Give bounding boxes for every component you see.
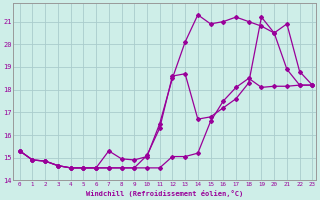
X-axis label: Windchill (Refroidissement éolien,°C): Windchill (Refroidissement éolien,°C) <box>86 190 244 197</box>
